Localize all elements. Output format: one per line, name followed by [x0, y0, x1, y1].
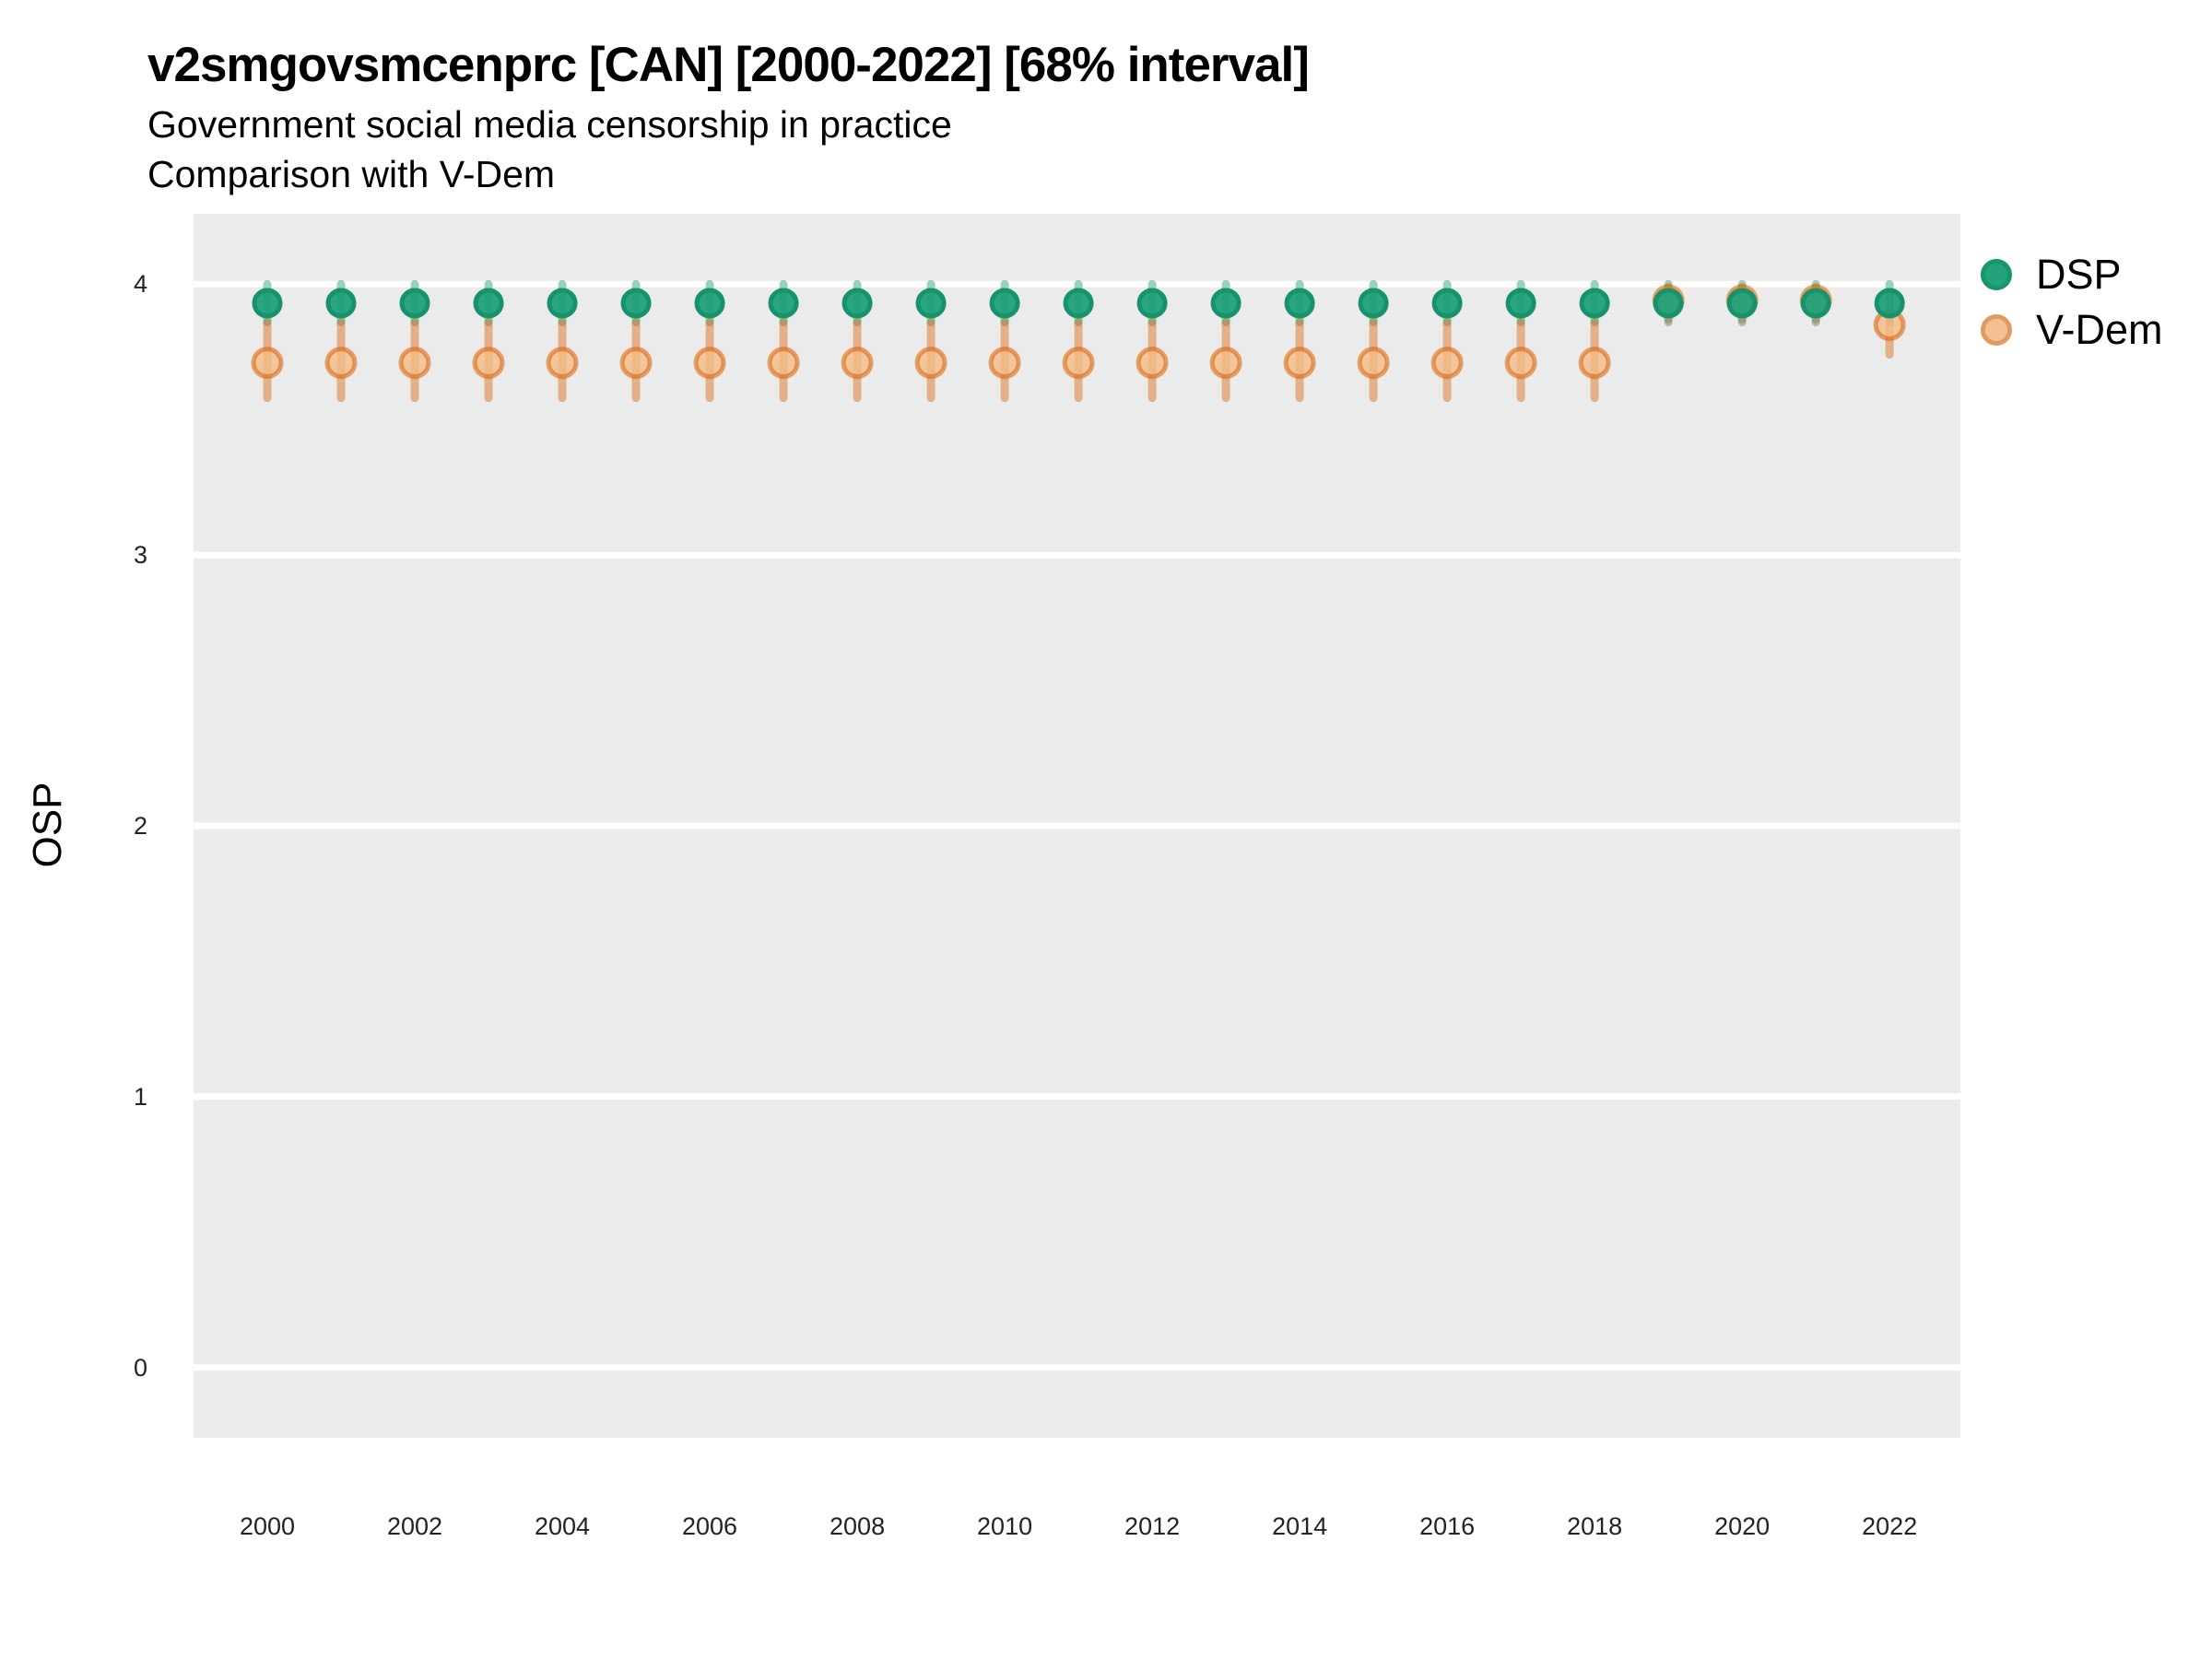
- x-tick-label: 2002: [386, 1512, 443, 1540]
- vdem-point: [251, 347, 284, 380]
- y-tick-label: 4: [133, 270, 147, 299]
- dsp-point: [473, 288, 504, 319]
- dsp-legend-swatch: [1981, 259, 2012, 290]
- dsp-point: [841, 288, 873, 319]
- dsp-point: [768, 288, 799, 319]
- vdem-point: [546, 347, 579, 380]
- dsp-point: [1653, 288, 1684, 319]
- x-tick-label: 2006: [682, 1512, 738, 1540]
- x-tick-label: 2008: [830, 1512, 886, 1540]
- dsp-point: [1284, 288, 1315, 319]
- vdem-point: [398, 347, 431, 380]
- dsp-point: [252, 288, 283, 319]
- dsp-point: [694, 288, 725, 319]
- y-tick-label: 0: [133, 1353, 147, 1382]
- dsp-point: [1136, 288, 1168, 319]
- x-tick-label: 2010: [977, 1512, 1033, 1540]
- legend: DSP V-Dem: [1981, 247, 2163, 358]
- vdem-legend-swatch: [1981, 314, 2012, 346]
- chart-title: v2smgovsmcenprc [CAN] [2000-2022] [68% i…: [147, 38, 1310, 92]
- vdem-point: [988, 347, 1021, 380]
- x-tick-label: 2012: [1124, 1512, 1181, 1540]
- y-tick-label: 1: [133, 1082, 147, 1111]
- plot-panel: [194, 214, 1960, 1438]
- vdem-point: [472, 347, 505, 380]
- dsp-point: [1431, 288, 1463, 319]
- x-tick-label: 2014: [1272, 1512, 1328, 1540]
- vdem-point: [324, 347, 358, 380]
- vdem-point: [1504, 347, 1537, 380]
- dsp-point: [547, 288, 578, 319]
- vdem-point: [693, 347, 726, 380]
- dsp-point: [399, 288, 430, 319]
- x-tick-label: 2020: [1714, 1512, 1771, 1540]
- vdem-point: [1283, 347, 1316, 380]
- x-tick-label: 2022: [1862, 1512, 1918, 1540]
- dsp-point: [1800, 288, 1831, 319]
- dsp-point: [989, 288, 1020, 319]
- dsp-point: [1579, 288, 1610, 319]
- x-tick-label: 2018: [1567, 1512, 1623, 1540]
- legend-entry-dsp: DSP: [1981, 247, 2163, 302]
- y-tick-label: 3: [133, 541, 147, 570]
- dsp-point: [915, 288, 947, 319]
- dsp-point: [1210, 288, 1241, 319]
- x-tick-label: 2004: [534, 1512, 591, 1540]
- vdem-legend-label: V-Dem: [2036, 306, 2163, 353]
- x-tick-label: 2016: [1419, 1512, 1476, 1540]
- vdem-point: [841, 347, 874, 380]
- dsp-point: [1874, 288, 1905, 319]
- vdem-point: [914, 347, 947, 380]
- vdem-point: [619, 347, 653, 380]
- dsp-point: [1505, 288, 1536, 319]
- dsp-point: [1726, 288, 1758, 319]
- vdem-point: [1062, 347, 1095, 380]
- dsp-point: [620, 288, 652, 319]
- vdem-point: [1578, 347, 1611, 380]
- dsp-point: [1358, 288, 1389, 319]
- y-tick-label: 2: [133, 812, 147, 840]
- vdem-point: [1357, 347, 1390, 380]
- dsp-legend-label: DSP: [2036, 251, 2122, 298]
- x-tick-label: 2000: [239, 1512, 296, 1540]
- vdem-point: [1209, 347, 1242, 380]
- chart-subtitle: Government social media censorship in pr…: [147, 103, 952, 146]
- dsp-point: [1063, 288, 1094, 319]
- chart-subtitle-comparison: Comparison with V-Dem: [147, 153, 556, 195]
- vdem-point: [1430, 347, 1464, 380]
- vdem-point: [767, 347, 800, 380]
- dsp-point: [325, 288, 357, 319]
- plot-canvas: [194, 279, 1960, 1371]
- vdem-point: [1135, 347, 1169, 380]
- legend-entry-vdem: V-Dem: [1981, 302, 2163, 358]
